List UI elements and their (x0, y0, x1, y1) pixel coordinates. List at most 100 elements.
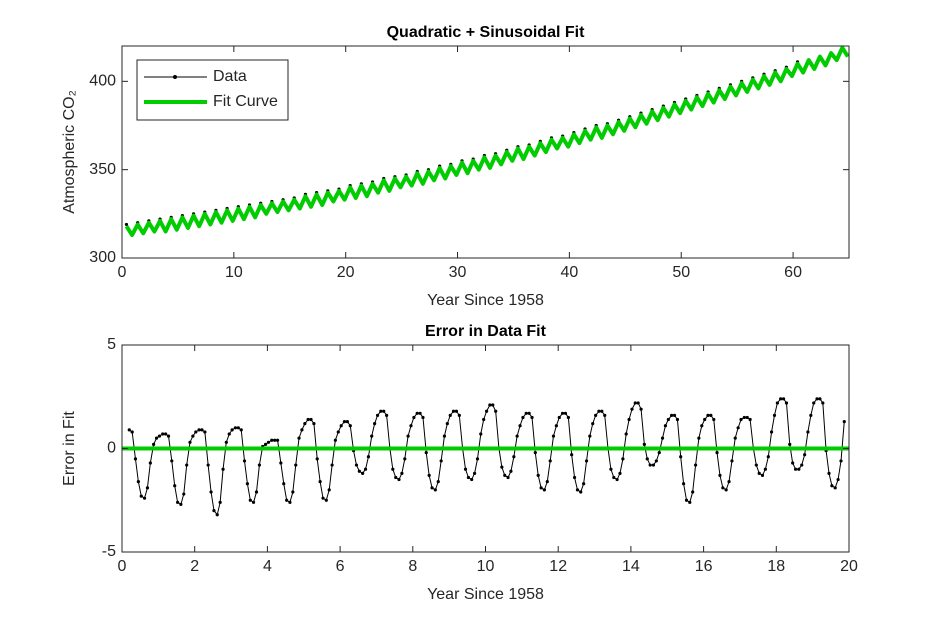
data-point (769, 430, 774, 434)
data-point (124, 222, 129, 227)
data-point (130, 430, 134, 434)
data-point (412, 415, 416, 420)
data-point (482, 417, 486, 422)
data-point (757, 471, 761, 475)
series-line (124, 46, 849, 238)
data-point (570, 453, 574, 457)
data-point (839, 459, 843, 463)
data-point (245, 482, 250, 486)
data-point (718, 473, 722, 478)
data-point (451, 409, 456, 413)
data-point (703, 417, 707, 422)
legend-label: Data (213, 68, 247, 85)
data-point (733, 436, 737, 440)
y-tick-label: 5 (107, 336, 116, 353)
data-point (324, 498, 328, 502)
data-point (333, 438, 337, 442)
data-point (484, 409, 489, 413)
data-point (809, 413, 813, 417)
x-tick-label: 16 (695, 558, 713, 575)
data-point (745, 415, 749, 420)
data-point (700, 424, 704, 428)
x-tick-label: 18 (767, 558, 785, 575)
data-point (627, 417, 631, 422)
data-point (182, 492, 186, 496)
data-point (321, 496, 325, 500)
data-point (248, 498, 252, 502)
data-point (409, 424, 413, 428)
legend-marker (173, 75, 177, 79)
data-point (797, 467, 801, 471)
data-point (675, 417, 680, 422)
x-tick-label: 40 (560, 264, 578, 281)
data-point (403, 457, 407, 461)
data-point (609, 467, 613, 471)
data-point (579, 490, 583, 494)
data-point (666, 417, 670, 422)
data-point (812, 401, 816, 405)
data-point (148, 461, 152, 465)
data-point (527, 411, 531, 415)
y-axis-label: Atmospheric CO₂ (61, 90, 78, 214)
plot-area (122, 397, 849, 517)
data-point (227, 432, 231, 436)
data-point (463, 467, 468, 471)
data-point (760, 473, 765, 478)
data-point (694, 463, 698, 467)
data-point (270, 438, 274, 442)
data-point (663, 424, 668, 428)
data-point (161, 432, 165, 436)
data-point (821, 401, 825, 405)
data-point (827, 471, 831, 475)
data-point (300, 428, 304, 432)
data-point (766, 455, 770, 459)
data-point (263, 442, 268, 446)
data-point (382, 409, 386, 413)
data-point (688, 500, 692, 504)
data-point (145, 486, 150, 490)
data-point (415, 411, 419, 415)
data-point (312, 422, 316, 426)
x-axis-label: Year Since 1958 (427, 586, 544, 603)
data-point (557, 415, 561, 420)
data-point (400, 471, 404, 475)
data-point (742, 415, 746, 420)
data-point (185, 463, 189, 467)
data-point (306, 417, 310, 422)
data-point (206, 463, 210, 467)
legend-label: Fit Curve (213, 93, 278, 110)
data-point (357, 469, 361, 473)
data-point (176, 500, 180, 504)
x-axis-label: Year Since 1958 (427, 292, 544, 309)
data-point (366, 455, 371, 459)
data-point (142, 496, 147, 500)
data-point (803, 453, 807, 457)
data-point (670, 413, 674, 417)
data-point (818, 397, 822, 401)
x-tick-label: 30 (449, 264, 467, 281)
data-point (136, 480, 140, 484)
data-point (457, 413, 461, 417)
data-point (179, 502, 183, 506)
data-point (594, 413, 598, 417)
data-point (788, 442, 792, 446)
data-point (806, 430, 810, 434)
data-point (506, 475, 510, 480)
data-point (406, 434, 410, 438)
data-point (354, 463, 359, 467)
data-point (657, 451, 661, 455)
data-point (530, 415, 534, 420)
data-point (639, 407, 643, 411)
data-point (691, 490, 695, 494)
data-point (779, 397, 783, 401)
data-point (479, 432, 483, 436)
data-point (288, 500, 292, 504)
data-point (500, 465, 504, 469)
data-point (424, 451, 428, 455)
data-point (545, 480, 549, 484)
data-point (536, 473, 540, 478)
data-point (697, 436, 701, 440)
data-point (239, 428, 243, 432)
data-point (164, 432, 168, 436)
